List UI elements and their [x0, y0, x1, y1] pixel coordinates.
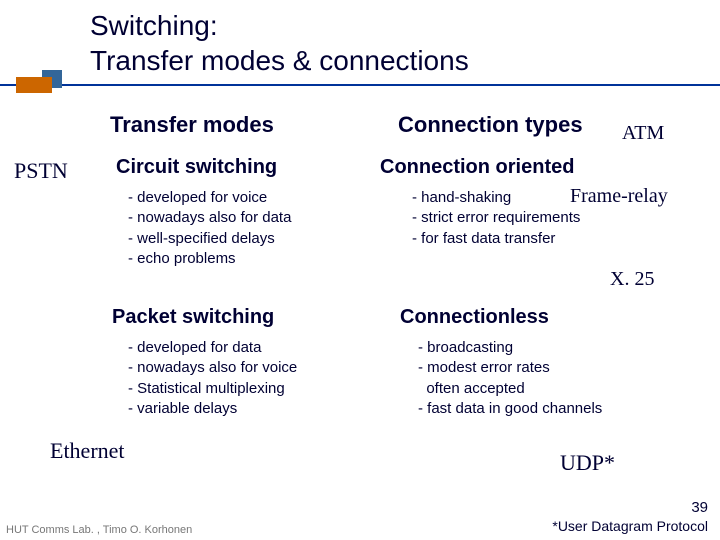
list-item: for fast data transfer: [412, 229, 580, 249]
atm-label: ATM: [622, 122, 664, 145]
list-item: nowadays also for voice: [128, 358, 297, 378]
list-item: fast data in good channels: [418, 399, 602, 419]
connectionless-heading: Connectionless: [400, 306, 549, 329]
connection-oriented-heading: Connection oriented: [380, 156, 574, 179]
circuit-switching-heading: Circuit switching: [116, 156, 277, 179]
title-underline: [0, 84, 720, 86]
list-item: strict error requirements: [412, 208, 580, 228]
title-line-2: Transfer modes & connections: [90, 43, 469, 78]
list-item: hand-shaking: [412, 188, 580, 208]
title-accent-orange: [16, 77, 52, 93]
connection-oriented-list: hand-shaking strict error requirements f…: [412, 188, 580, 249]
footer-note: *User Datagram Protocol: [552, 518, 708, 534]
packet-switching-heading: Packet switching: [112, 306, 274, 329]
list-item: developed for data: [128, 338, 297, 358]
x25-label: X. 25: [610, 268, 654, 291]
page-number: 39: [691, 499, 708, 516]
connectionless-list: broadcasting modest error rates often ac…: [418, 338, 602, 419]
col-header-right: Connection types: [398, 112, 583, 138]
list-item: nowadays also for data: [128, 208, 291, 228]
list-item: developed for voice: [128, 188, 291, 208]
title-line-1: Switching:: [90, 8, 469, 43]
list-item: Statistical multiplexing: [128, 379, 297, 399]
list-item: echo problems: [128, 249, 291, 269]
list-item: modest error rates: [418, 358, 602, 378]
packet-switching-list: developed for data nowadays also for voi…: [128, 338, 297, 419]
circuit-switching-list: developed for voice nowadays also for da…: [128, 188, 291, 269]
col-header-left: Transfer modes: [110, 112, 274, 138]
list-item: variable delays: [128, 399, 297, 419]
ethernet-label: Ethernet: [50, 438, 125, 464]
list-item: well-specified delays: [128, 229, 291, 249]
pstn-label: PSTN: [14, 158, 68, 184]
frame-relay-label: Frame-relay: [570, 185, 668, 208]
footer-author: HUT Comms Lab. , Timo O. Korhonen: [6, 524, 192, 536]
list-item: often accepted: [418, 379, 602, 399]
list-item: broadcasting: [418, 338, 602, 358]
udp-label: UDP*: [560, 450, 615, 476]
slide-title: Switching: Transfer modes & connections: [90, 8, 469, 78]
